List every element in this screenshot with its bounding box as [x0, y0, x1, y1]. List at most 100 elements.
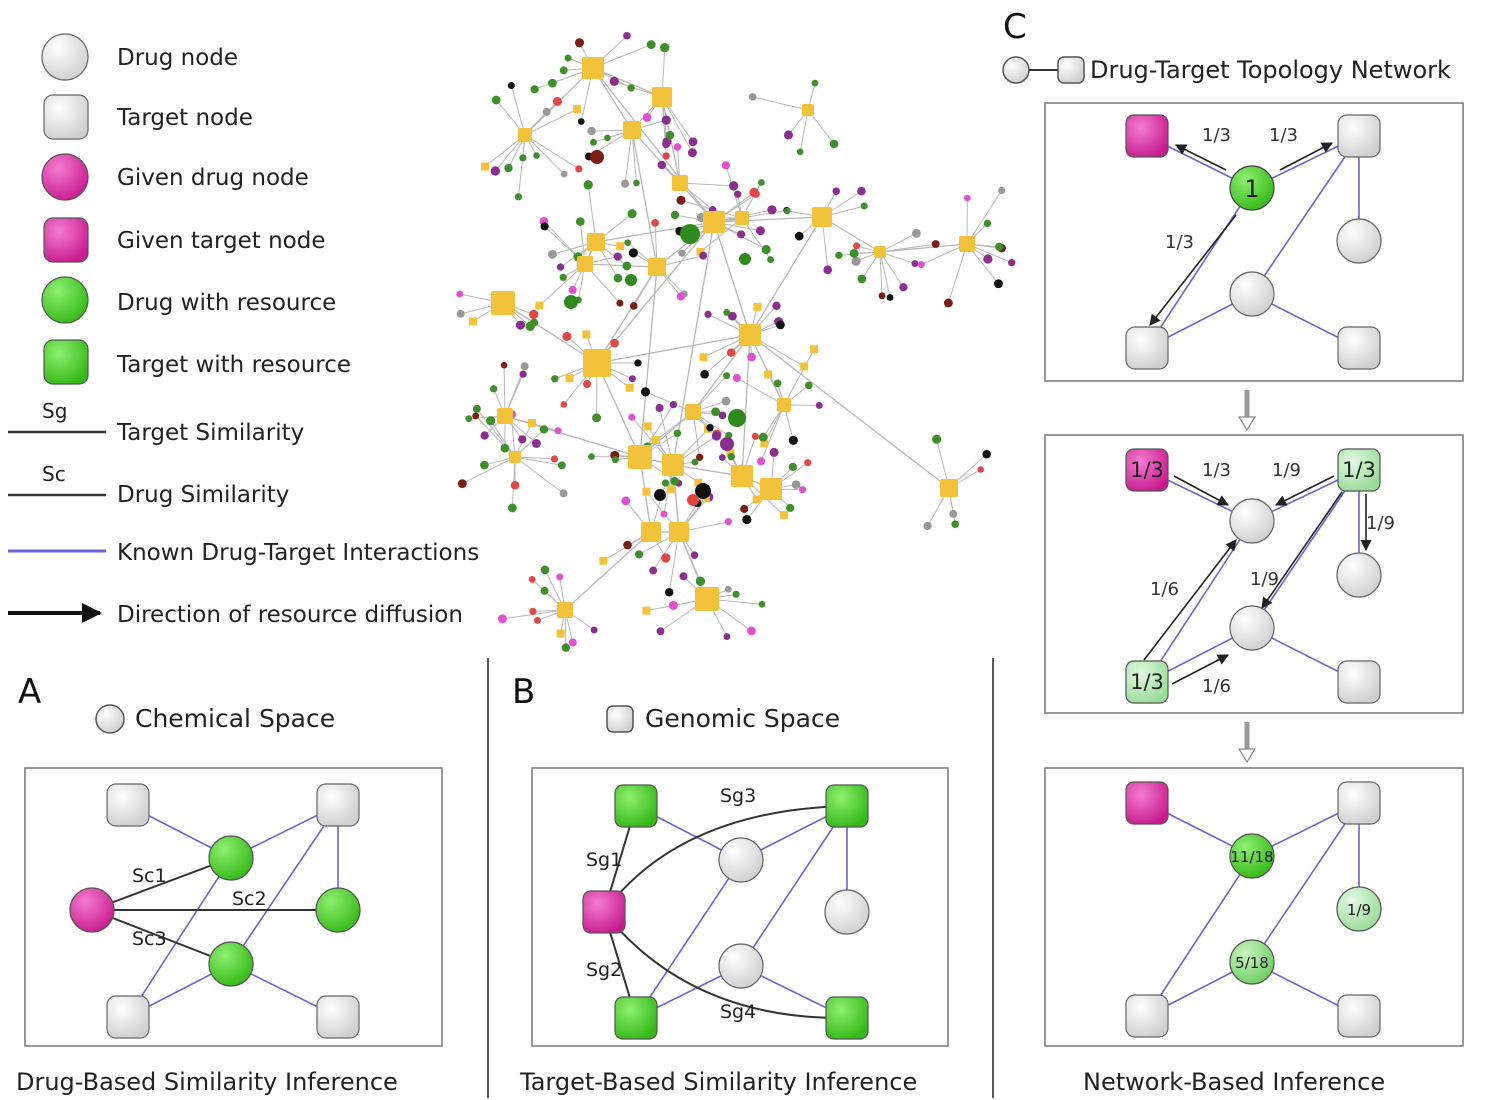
network-leaf-edge	[879, 243, 936, 253]
network-drug-node	[720, 437, 734, 451]
step-2-edge-top-left: 1/3	[1202, 460, 1231, 481]
step-3-drug-1	[1229, 833, 1275, 879]
panel-c-title: Drug-Target Topology Network	[1090, 56, 1451, 84]
step-1-drug-resource	[1229, 165, 1275, 211]
network-drug-node	[751, 432, 759, 440]
network-drug-node	[857, 186, 866, 196]
panel-b-letter: B	[512, 672, 535, 712]
network-drug-node	[815, 401, 823, 409]
network-drug-node	[670, 210, 680, 220]
network-target-node	[565, 374, 574, 383]
network-drug-node	[983, 219, 992, 228]
step-2-diffusion-arrows	[1143, 475, 1372, 685]
network-drug-node	[951, 520, 959, 529]
network-drug-node	[804, 381, 813, 390]
network-drug-node	[853, 242, 861, 250]
network-drug-node	[662, 152, 670, 160]
network-drug-node	[623, 31, 631, 40]
step-2-edge-diag-mid: 1/9	[1250, 569, 1279, 590]
panel-c: C Drug-Target Topology Network 1/3	[1002, 7, 1464, 1096]
network-leaf-edge	[514, 456, 555, 460]
step-1-edge-right: 1/3	[1269, 125, 1298, 146]
network-target-node	[625, 383, 634, 392]
network-drug-node	[668, 600, 678, 610]
step-2-given-target-value: 1/3	[1130, 458, 1164, 482]
panel-a-drug-resource-1	[208, 835, 254, 881]
step-1-given-target	[1125, 114, 1169, 158]
network-drug-node	[622, 261, 632, 271]
step-arrow-2	[1237, 722, 1257, 764]
network-drug-node	[723, 633, 731, 640]
network-edge	[713, 221, 751, 336]
network-drug-node	[669, 400, 678, 409]
network-leaf-edge	[668, 531, 680, 593]
network-target-hub	[491, 291, 515, 315]
network-leaf-edge	[679, 182, 734, 187]
network-edge	[592, 67, 663, 98]
network-drug-node	[528, 575, 536, 583]
network-drug-node	[711, 407, 721, 417]
legend: Drug node Target node Given drug node Gi…	[8, 33, 479, 628]
network-drug-node	[776, 320, 785, 330]
network-target-hub	[685, 404, 701, 420]
network-drug-node	[734, 190, 742, 198]
network-drug-node	[611, 456, 619, 464]
network-target-hub	[695, 587, 719, 611]
network-drug-node	[724, 585, 732, 593]
genomic-space-label: Genomic Space	[645, 704, 840, 733]
panel-b-drug-2	[824, 889, 870, 935]
network-drug-node	[490, 385, 498, 393]
network-drug-node	[575, 165, 583, 173]
network-drug-node	[583, 180, 593, 190]
network-drug-node	[932, 434, 942, 444]
panel-a-given-drug	[69, 887, 115, 933]
network-target-node	[810, 345, 819, 354]
topology-target-icon	[1057, 56, 1085, 84]
network-drug-node	[504, 163, 513, 173]
network-drug-node	[767, 256, 775, 263]
network-edge	[584, 263, 658, 268]
legend-target-node-label: Target node	[116, 105, 253, 131]
panel-a-letter: A	[18, 672, 41, 712]
network-drug-node	[557, 461, 566, 470]
network-drug-node	[676, 195, 686, 205]
network-drug-node	[634, 359, 642, 367]
network-target-hub	[497, 408, 513, 424]
network-drug-node	[575, 38, 585, 48]
network-target-hub	[703, 211, 725, 233]
network-leaf-edge	[514, 456, 564, 494]
network-drug-node	[791, 480, 801, 489]
network-drug-node	[757, 457, 766, 466]
network-drug-node	[665, 130, 675, 140]
drug-target-network	[456, 31, 1016, 652]
panel-b-target-resource-bl	[614, 996, 658, 1040]
network-drug-node	[560, 170, 568, 178]
step-1-target-bl	[1125, 326, 1169, 370]
step-1-center-value: 1	[1244, 175, 1259, 203]
panel-b: B Genomic Space Sg1 Sg2 Sg3 Sg4	[512, 672, 949, 1096]
panel-a-sc1-label: Sc1	[132, 865, 167, 887]
panel-b-given-target	[582, 890, 626, 934]
network-drug-node	[590, 150, 604, 164]
network-drug-node	[982, 450, 991, 459]
network-drug-node	[923, 521, 932, 531]
network-drug-node	[727, 311, 737, 321]
network-drug-node	[613, 252, 622, 261]
network-target-hub	[940, 479, 958, 497]
network-drug-node	[559, 273, 567, 282]
network-drug-node	[886, 294, 894, 301]
network-drug-node	[480, 431, 489, 440]
network-drug-node	[758, 432, 768, 442]
network-drug-node	[917, 261, 925, 269]
network-edge	[596, 362, 641, 458]
network-drug-node	[657, 160, 667, 170]
legend-drug-node-label: Drug node	[117, 45, 238, 71]
network-target-hub	[652, 87, 672, 107]
network-drug-node	[534, 616, 541, 624]
network-target-hub	[648, 258, 666, 276]
network-drug-node	[560, 401, 568, 408]
legend-drug-resource-icon	[41, 276, 89, 324]
network-leaf-edge	[736, 377, 785, 406]
network-target-node	[527, 418, 536, 427]
network-drug-node	[556, 263, 565, 271]
